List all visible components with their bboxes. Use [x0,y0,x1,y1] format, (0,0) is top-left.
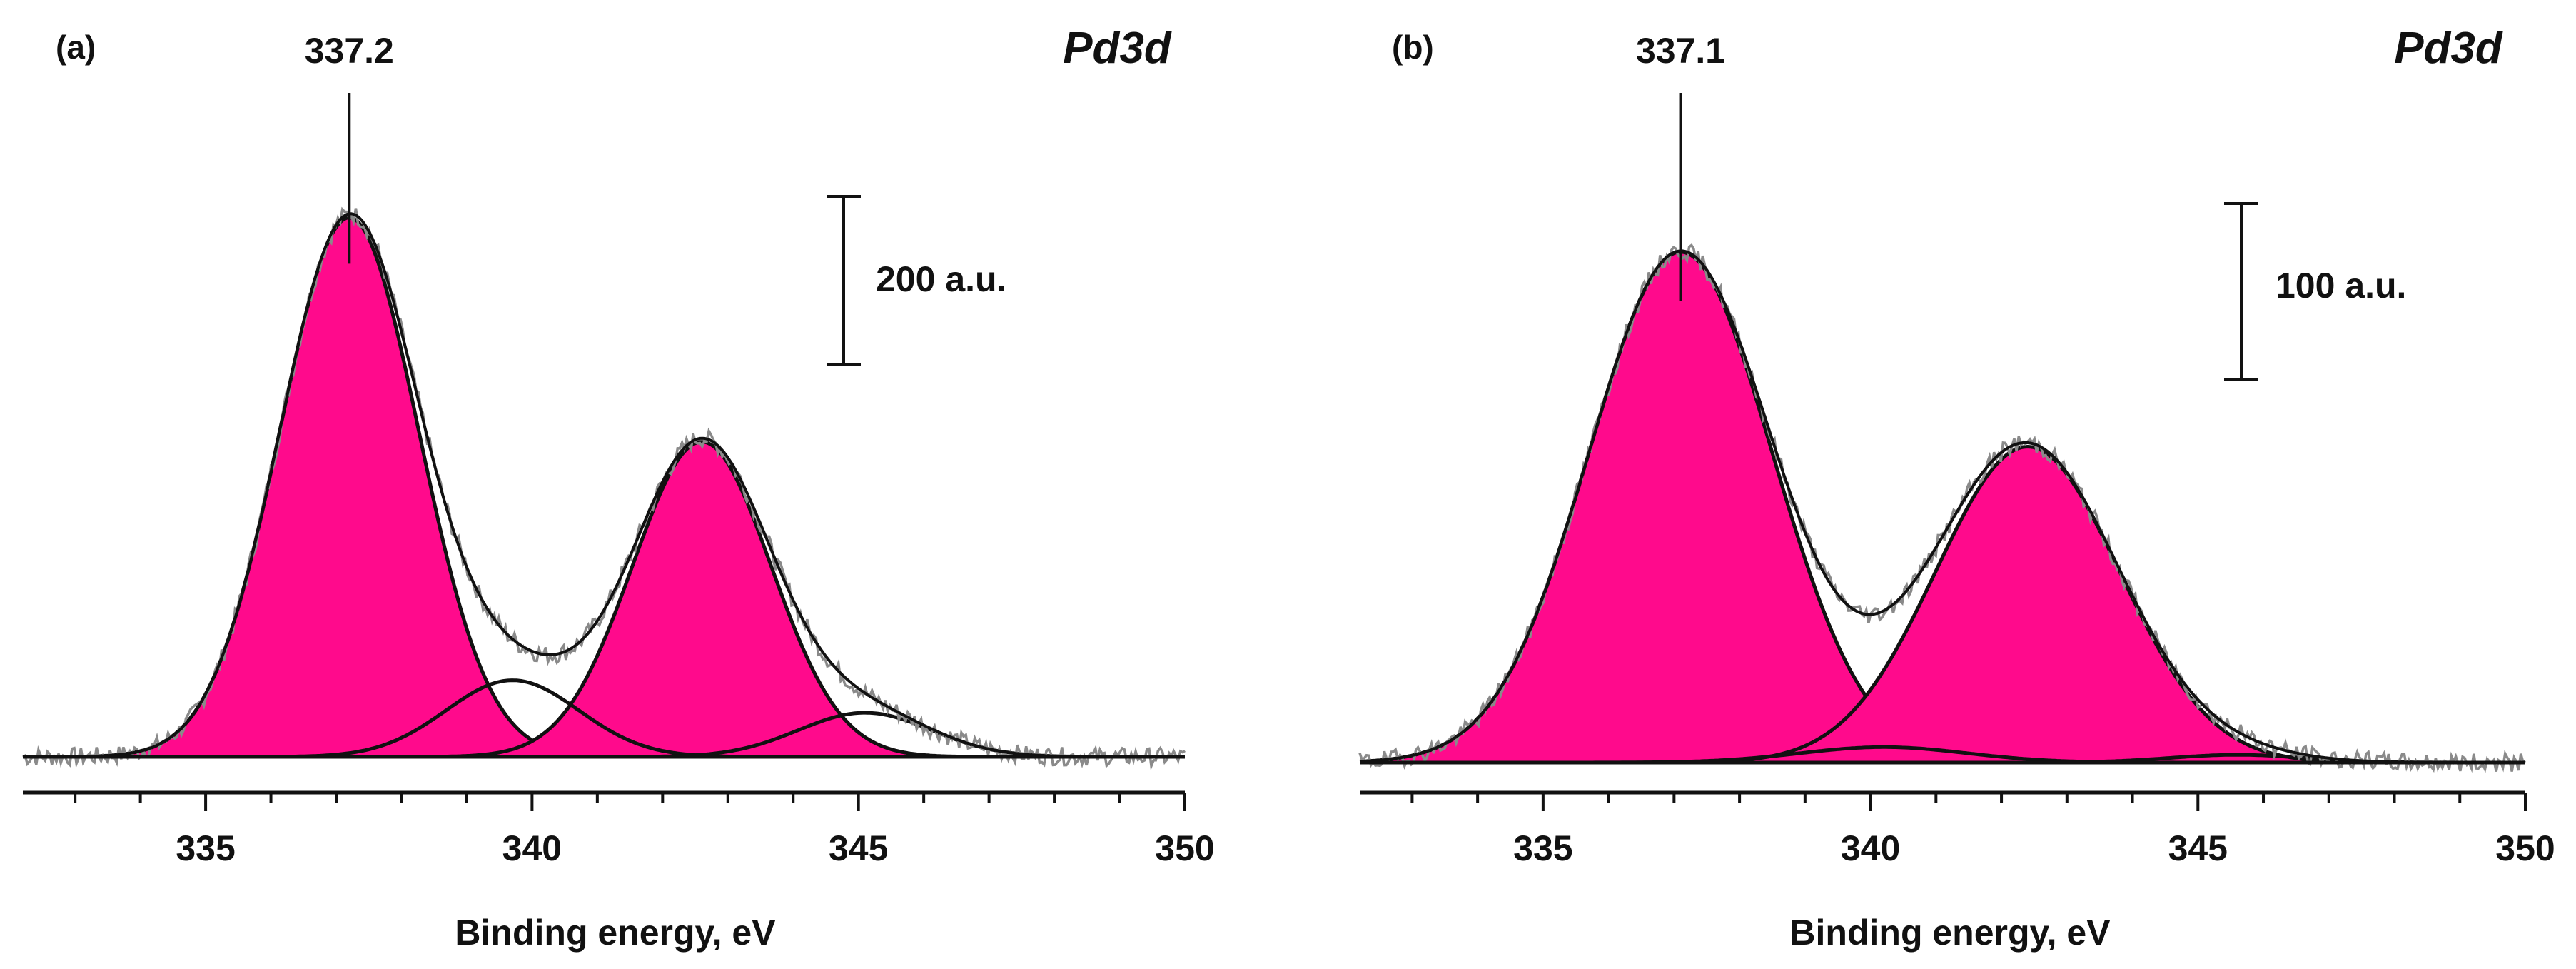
panel-label-a: (a) [56,29,96,66]
x-tick-label-a-335: 335 [176,828,235,868]
experimental-trace-a [22,206,1186,771]
x-tick-label-a-340: 340 [502,828,562,868]
peak-position-label-a: 337.2 [305,31,394,71]
curve-layer-b [1358,243,2526,773]
x-tick-label-b-335: 335 [1513,828,1572,868]
element-label-b: Pd3d [2394,24,2503,73]
panel-b: 335 340 345 350 (b) Pd3d 337.1 100 a.u. Bin… [1358,0,2555,953]
panel-label-b: (b) [1392,29,1434,66]
component-fill-b-2 [1360,446,2525,763]
element-label-a: Pd3d [1063,24,1172,73]
x-tick-label-a-345: 345 [829,828,888,868]
component-fill-b-1 [1360,251,2525,763]
scale-bar-label-a: 200 a.u. [876,259,1006,299]
envelope-curve-b [1359,249,2525,764]
x-ticks-b: 335 340 345 350 [1410,793,2555,868]
x-tick-label-b-350: 350 [2495,828,2555,868]
scale-bar-label-b: 100 a.u. [2276,266,2406,306]
x-tick-label-b-345: 345 [2168,828,2228,868]
x-ticks-a: 335 340 345 350 [74,793,1215,868]
peak-position-label-b: 337.1 [1636,31,1725,71]
envelope-curve-a [23,212,1185,758]
panel-a: 335 340 345 350 (a) Pd3d 337.2 200 a.u. Bin… [22,0,1215,953]
curve-layer-a [22,206,1186,771]
component-fill-a-2 [23,441,1185,757]
x-tick-label-b-340: 340 [1841,828,1900,868]
component-fill-a-1 [23,217,1185,757]
x-axis-title-b: Binding energy, eV [1789,913,2111,953]
x-axis-title-a: Binding energy, eV [455,913,776,953]
x-tick-label-a-350: 350 [1155,828,1214,868]
